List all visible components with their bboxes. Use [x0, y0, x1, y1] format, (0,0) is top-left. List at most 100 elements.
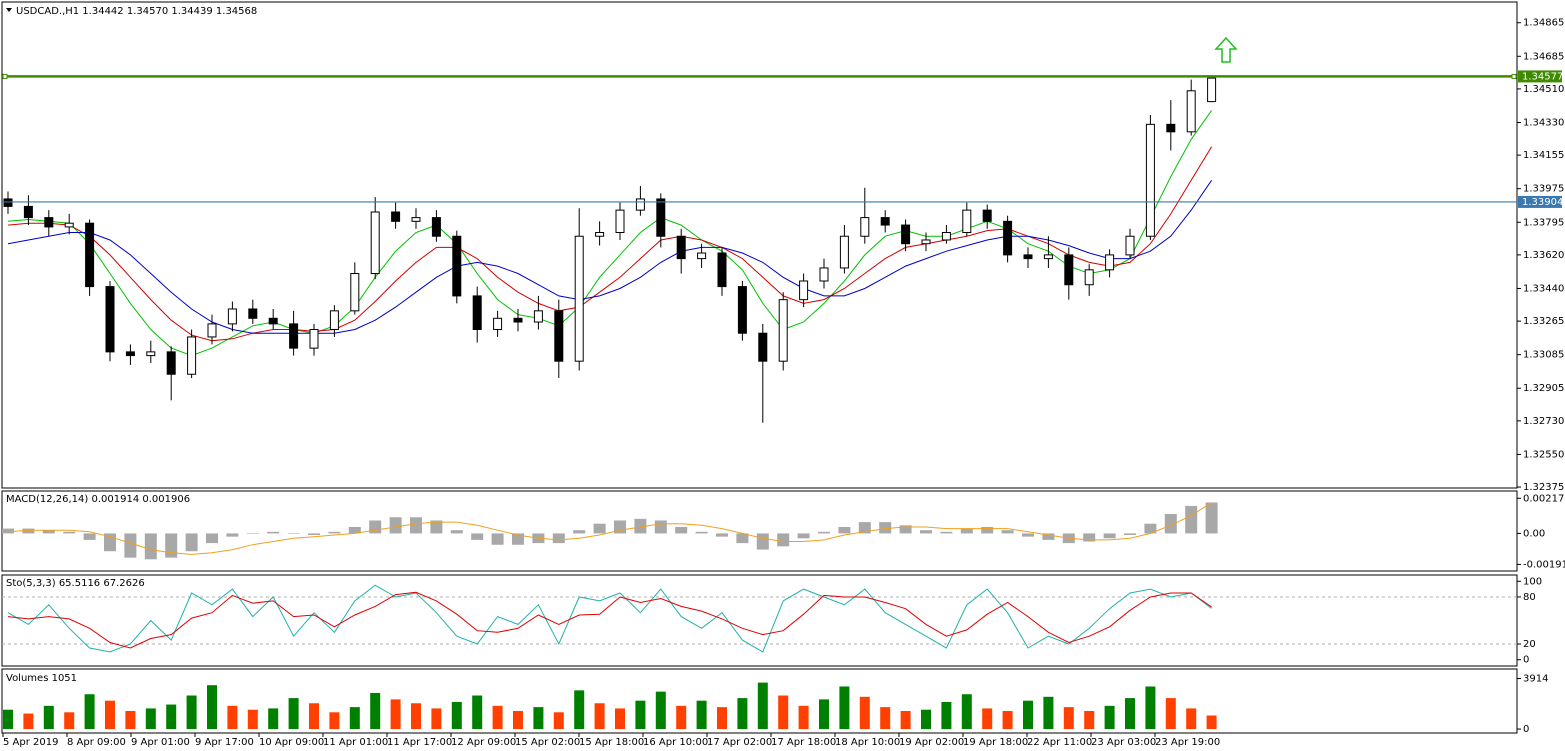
x-tick-label: 8 Apr 09:00: [67, 737, 126, 748]
macd-bar: [858, 522, 871, 534]
candle-body: [860, 217, 870, 237]
y-tick-label: 1.33795: [1523, 217, 1564, 228]
volume-bar: [43, 705, 54, 730]
macd-bar: [940, 531, 953, 534]
macd-bar: [348, 526, 361, 534]
volume-bar: [798, 705, 809, 730]
macd-bar: [22, 528, 35, 534]
x-tick-label: 12 Apr 09:00: [451, 737, 516, 748]
y-tick-label: 1.33265: [1523, 316, 1564, 327]
volume-bar: [819, 699, 829, 730]
y-tick-label: 1.33440: [1523, 283, 1564, 294]
candle-body: [309, 328, 319, 349]
macd-bar: [185, 533, 198, 552]
macd-bar: [920, 530, 932, 534]
candle-body: [268, 317, 278, 325]
y-tick-label: 0.00: [1523, 528, 1545, 539]
candle-body: [717, 252, 727, 288]
y-tick-label: 1.32730: [1523, 416, 1564, 427]
symbol-menu-icon[interactable]: [6, 8, 12, 12]
candle-body: [64, 222, 74, 228]
main-title: USDCAD.,H1 1.34442 1.34570 1.34439 1.345…: [16, 6, 257, 17]
macd-bar: [491, 533, 504, 545]
level-handle: [2, 73, 8, 79]
macd-bar: [410, 517, 422, 534]
macd-bar: [1083, 533, 1096, 542]
candle-body: [1145, 123, 1155, 237]
x-tick-label: 18 Apr 10:00: [835, 737, 900, 748]
candle-body: [758, 332, 768, 362]
volume-bar: [411, 703, 421, 730]
candle-body: [1064, 254, 1074, 286]
stochastic-panel: [1, 574, 1518, 667]
buy-arrow: [1214, 36, 1238, 63]
macd-bar: [899, 525, 912, 534]
x-tick-label: 9 Apr 01:00: [131, 737, 190, 748]
candle-body: [595, 232, 605, 237]
volume-bar: [1145, 686, 1156, 730]
stochastic-line: [7, 591, 1212, 649]
x-tick-label: 11 Apr 17:00: [387, 737, 452, 748]
volume-bar: [1023, 700, 1033, 730]
candle-body: [513, 317, 523, 323]
volume-bar: [1084, 711, 1095, 730]
macd-bar: [838, 526, 851, 534]
volume-bar: [839, 686, 850, 730]
volume-bar: [84, 694, 95, 730]
candle-body: [1003, 220, 1013, 256]
volume-bar: [941, 701, 952, 730]
candle-body: [1166, 123, 1176, 133]
macd-bar: [552, 533, 565, 544]
x-tick-label: 22 Apr 11:00: [1027, 737, 1092, 748]
macd-bar: [308, 533, 320, 536]
macd-bar: [756, 533, 769, 550]
x-tick-label: 19 Apr 02:00: [899, 737, 964, 748]
macd-bar: [512, 533, 524, 545]
volume-bar: [1063, 707, 1074, 730]
macd-signal: [7, 502, 1212, 555]
x-tick-label: 23 Apr 19:00: [1155, 737, 1220, 748]
y-tick-label: 3914: [1523, 674, 1548, 685]
y-tick-label: 1.32905: [1523, 383, 1564, 394]
candle-body: [23, 205, 33, 219]
candle-body: [1125, 235, 1135, 256]
volume-bar: [431, 708, 442, 730]
candle-body: [472, 295, 482, 330]
candle-body: [370, 211, 380, 275]
volume-bar: [1104, 705, 1115, 730]
volume-bar: [23, 713, 34, 730]
volume-bar: [533, 707, 544, 730]
volume-bar: [982, 708, 993, 730]
candle-body: [1186, 90, 1196, 133]
volume-bar: [1206, 715, 1217, 730]
volume-bar: [676, 705, 687, 730]
macd-bar: [287, 533, 300, 534]
macd-bar: [430, 520, 443, 534]
candle-body: [289, 323, 299, 349]
candle-body: [125, 351, 135, 357]
candle-body: [1043, 254, 1053, 260]
candle-body: [656, 198, 666, 237]
candle-body: [1023, 254, 1033, 260]
volume-bar: [390, 699, 401, 730]
candle-body: [941, 232, 951, 241]
macd-bar: [1205, 502, 1218, 534]
macd-bar: [63, 531, 76, 534]
level-label: 1.34577: [1522, 71, 1563, 82]
y-tick-label: 1.32375: [1523, 482, 1564, 493]
macd-bar: [573, 530, 586, 534]
volume-bar: [859, 696, 870, 730]
volume-bar: [207, 685, 217, 730]
macd-bar: [124, 533, 137, 558]
candle-body: [1084, 269, 1094, 286]
macd-bar: [797, 533, 810, 539]
candle-body: [329, 310, 339, 330]
macd-bar: [1001, 530, 1014, 534]
volume-bar: [553, 712, 564, 730]
macd-bar: [226, 533, 239, 537]
volume-bar: [696, 700, 707, 730]
macd-bar: [736, 533, 749, 544]
candle-body: [778, 299, 788, 362]
